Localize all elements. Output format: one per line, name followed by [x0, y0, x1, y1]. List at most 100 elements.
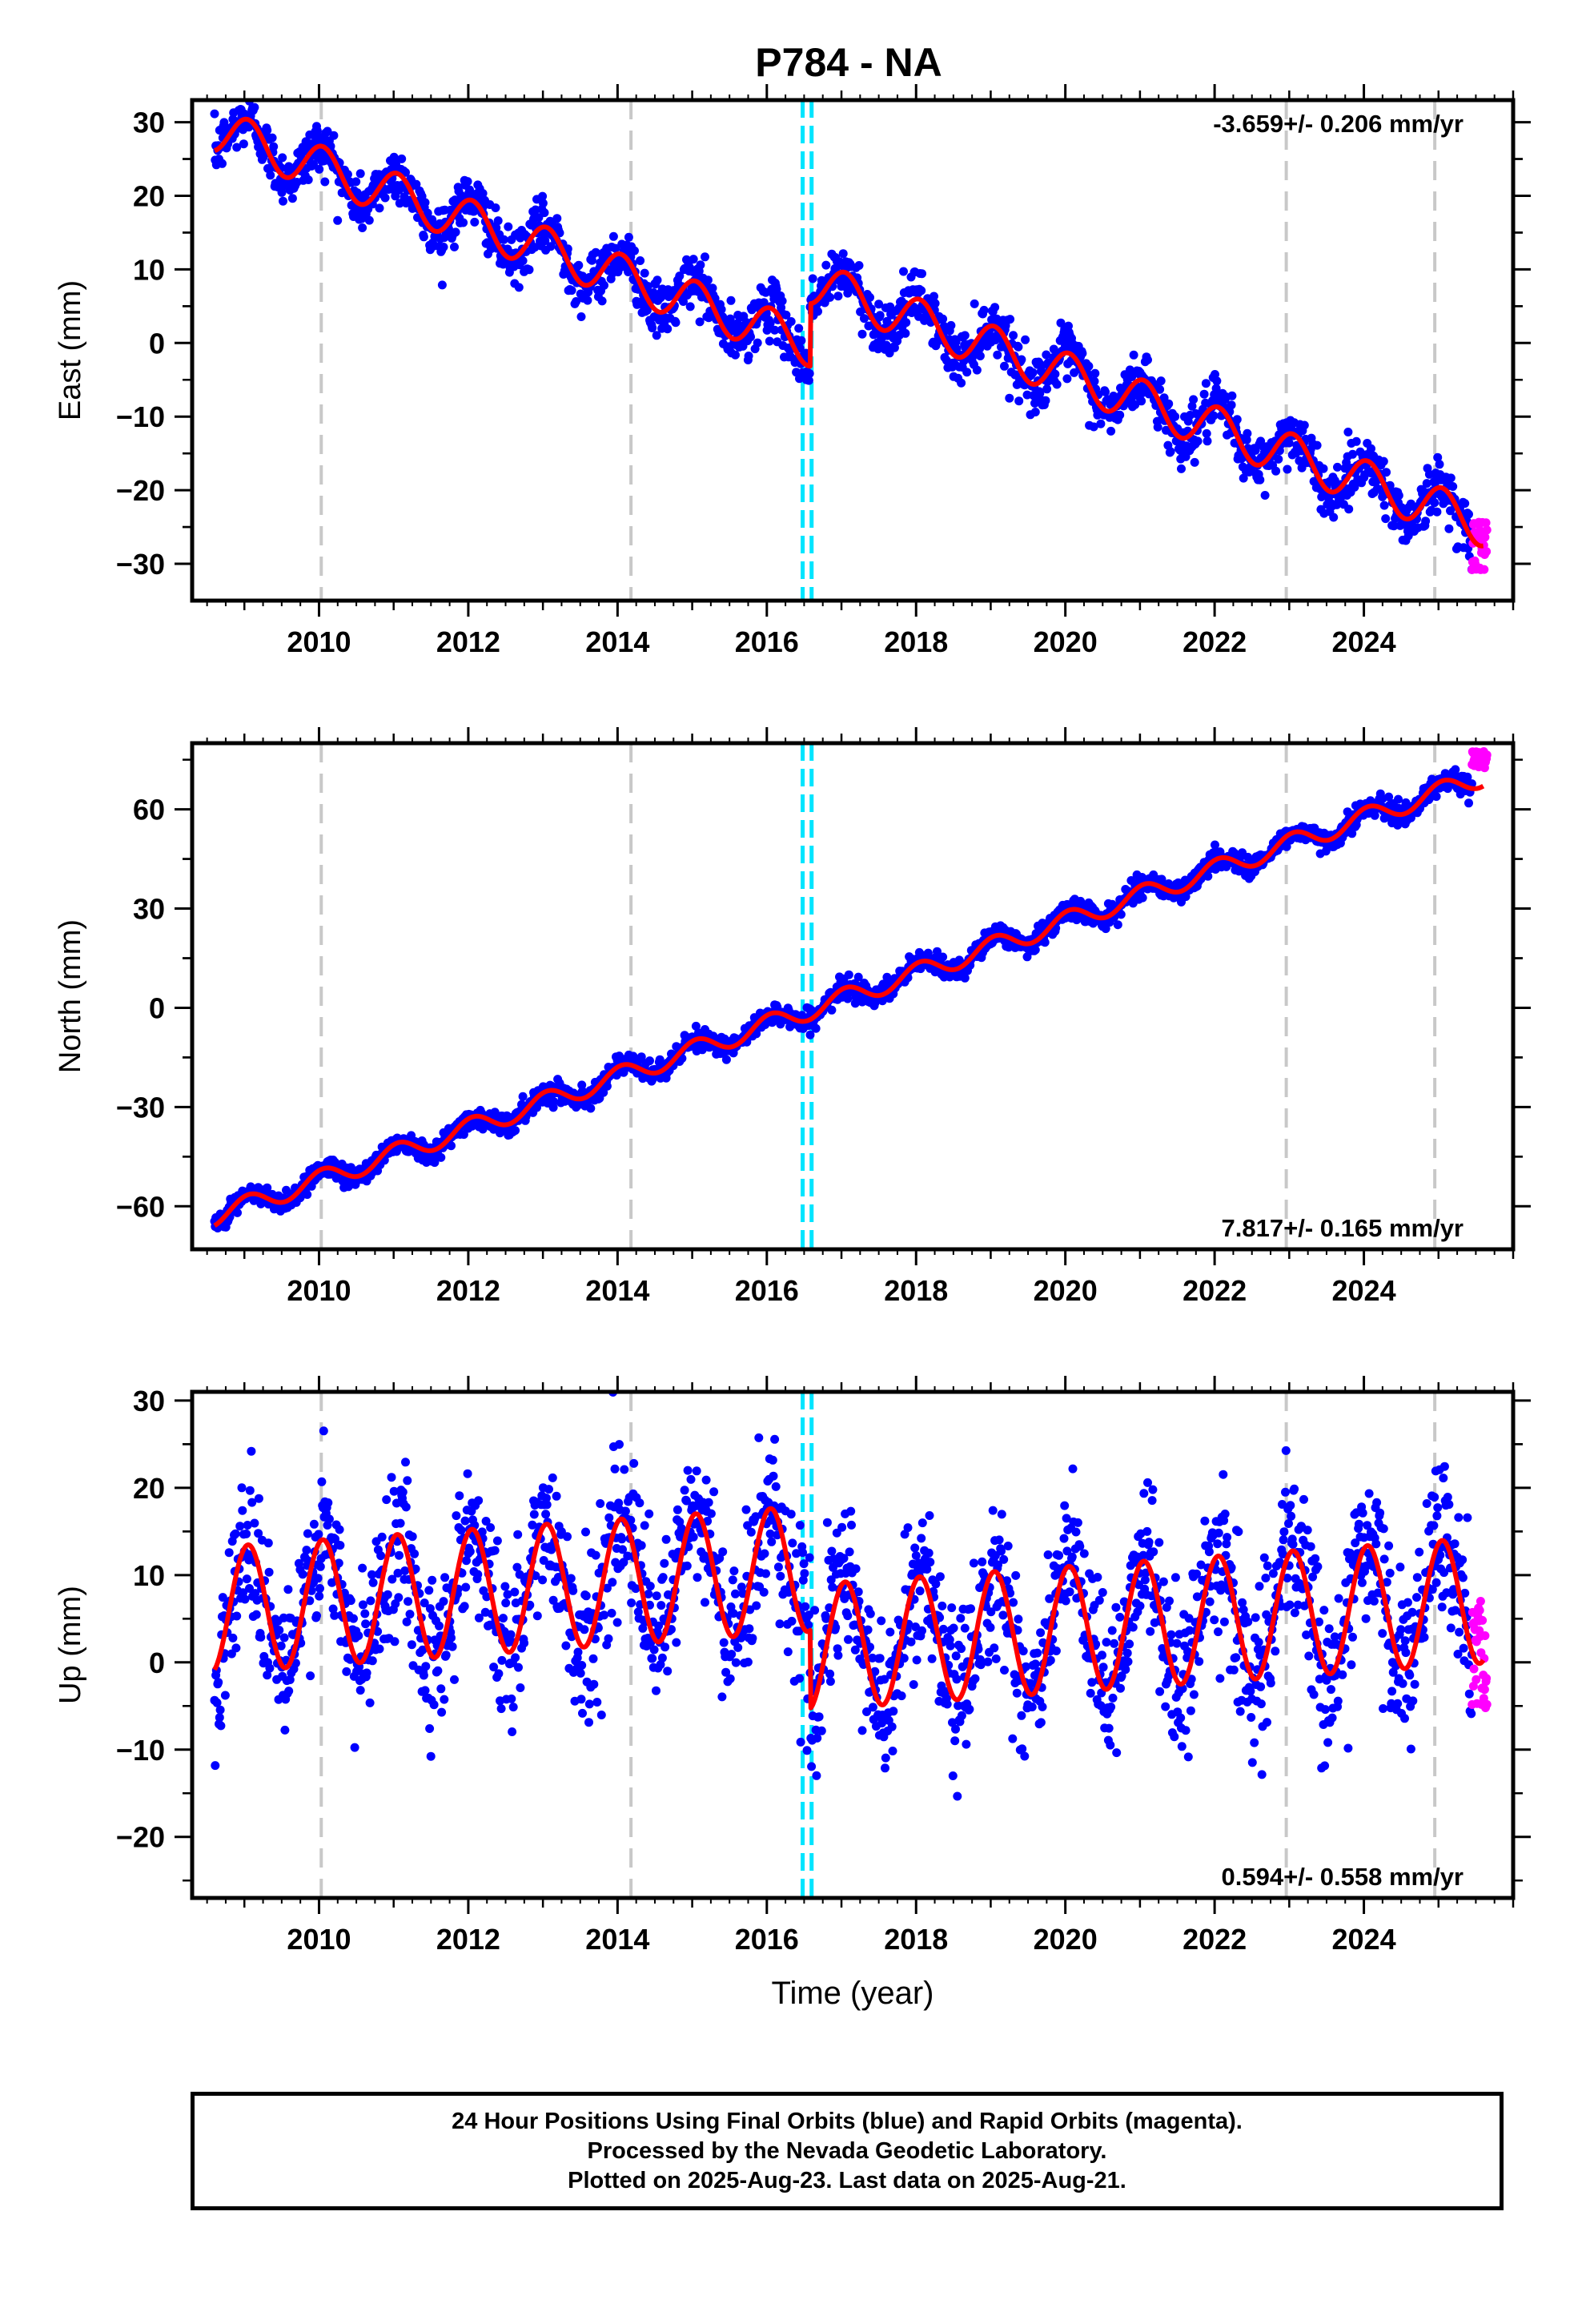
final-orbit-point	[957, 378, 966, 388]
final-orbit-point	[395, 199, 404, 208]
x-tick-label: 2022	[1182, 625, 1247, 658]
final-orbit-point	[450, 242, 459, 251]
final-orbit-point	[254, 1494, 263, 1503]
final-orbit-point	[844, 970, 853, 979]
final-orbit-point	[857, 329, 867, 339]
final-orbit-point	[1382, 468, 1391, 477]
final-orbit-point	[211, 1761, 220, 1771]
final-orbit-point	[463, 1469, 472, 1478]
final-orbit-point	[419, 232, 428, 242]
final-orbit-point	[701, 252, 709, 262]
final-orbit-point	[1203, 871, 1213, 881]
final-orbit-point	[429, 1700, 439, 1710]
final-orbit-point	[395, 1550, 404, 1560]
final-orbit-point	[821, 260, 831, 270]
final-orbit-point	[671, 318, 681, 328]
final-orbit-point	[975, 352, 985, 360]
y-axis-label: East (mm)	[54, 280, 87, 420]
x-tick-label: 2016	[735, 1274, 799, 1307]
y-tick-label: 20	[133, 179, 165, 212]
final-orbit-point	[1189, 395, 1199, 404]
final-orbit-point	[899, 267, 908, 276]
final-orbit-point	[313, 1574, 323, 1583]
final-orbit-point	[1193, 436, 1203, 446]
final-orbit-point	[437, 280, 447, 290]
final-orbit-point	[1006, 315, 1015, 324]
final-orbit-point	[1017, 355, 1026, 364]
final-orbit-point	[231, 1643, 241, 1653]
final-orbit-point	[1284, 438, 1294, 448]
rapid-orbit-point	[1482, 525, 1492, 535]
final-orbit-point	[805, 369, 814, 378]
final-orbit-point	[591, 247, 600, 257]
final-orbit-point	[825, 292, 835, 302]
y-tick-label: 30	[133, 107, 165, 139]
final-orbit-point	[323, 1498, 333, 1507]
model-fit-line	[212, 116, 1485, 549]
final-orbit-point	[781, 310, 791, 320]
final-orbit-point	[440, 1695, 449, 1704]
rapid-orbit-point	[1482, 547, 1492, 557]
final-orbit-point	[765, 336, 774, 346]
final-orbit-point	[317, 1477, 327, 1486]
y-axis-label: North (mm)	[54, 919, 87, 1073]
final-orbit-point	[376, 1551, 386, 1561]
final-orbit-point	[1344, 505, 1354, 514]
final-orbit-point	[1433, 452, 1443, 462]
final-orbit-point	[335, 1541, 345, 1550]
final-orbit-point	[420, 198, 430, 207]
final-orbit-point	[303, 1190, 312, 1200]
final-orbit-point	[1379, 456, 1388, 466]
final-orbit-point	[938, 314, 948, 324]
final-orbit-point	[1028, 368, 1038, 377]
final-orbit-point	[1030, 408, 1040, 416]
rate-annotation: -3.659+/- 0.206 mm/yr	[1213, 110, 1464, 138]
final-orbit-point	[804, 376, 813, 385]
final-orbit-point	[343, 170, 352, 179]
final-orbit-point	[1329, 513, 1339, 522]
final-orbit-point	[990, 303, 1000, 312]
final-orbit-point	[540, 208, 549, 218]
final-orbit-point	[1096, 419, 1106, 428]
final-orbit-point	[358, 223, 367, 232]
final-orbit-point	[420, 1686, 430, 1695]
final-orbit-point	[583, 296, 592, 305]
final-orbit-point	[401, 1458, 410, 1467]
final-orbit-point	[250, 103, 259, 112]
final-orbit-point	[315, 164, 324, 174]
final-orbit-point	[946, 320, 956, 330]
final-orbit-point	[1199, 389, 1209, 399]
x-tick-label: 2018	[884, 625, 948, 658]
final-orbit-point	[960, 331, 970, 340]
final-orbit-point	[574, 260, 584, 270]
final-orbit-point	[1381, 514, 1391, 524]
final-orbit-point	[1030, 945, 1040, 955]
final-orbit-point	[552, 214, 562, 223]
final-orbit-point	[447, 1633, 456, 1642]
final-orbit-point	[1367, 444, 1375, 453]
final-orbit-point	[1209, 411, 1219, 420]
x-tick-label: 2020	[1034, 625, 1098, 658]
final-orbit-point	[396, 1518, 405, 1528]
final-orbit-point	[576, 312, 586, 321]
final-orbit-point	[361, 1619, 371, 1629]
final-orbit-point	[1312, 440, 1322, 450]
final-orbit-point	[726, 296, 736, 305]
final-orbit-point	[402, 1617, 412, 1626]
final-orbit-point	[383, 1590, 392, 1599]
final-orbit-point	[1106, 426, 1116, 436]
final-orbit-point	[440, 1573, 450, 1582]
final-orbit-point	[1389, 521, 1399, 531]
final-orbit-point	[777, 296, 787, 306]
final-orbit-point	[1421, 517, 1431, 526]
final-orbit-point	[1394, 491, 1403, 501]
final-orbit-point	[1379, 501, 1389, 510]
final-orbit-point	[474, 1496, 484, 1506]
final-orbit-point	[390, 1637, 400, 1647]
final-orbit-point	[746, 332, 755, 342]
final-orbit-point	[264, 1567, 274, 1577]
x-tick-label: 2014	[585, 625, 649, 658]
final-orbit-points	[210, 100, 1476, 574]
final-orbit-point	[972, 365, 982, 375]
final-orbit-point	[901, 328, 910, 338]
